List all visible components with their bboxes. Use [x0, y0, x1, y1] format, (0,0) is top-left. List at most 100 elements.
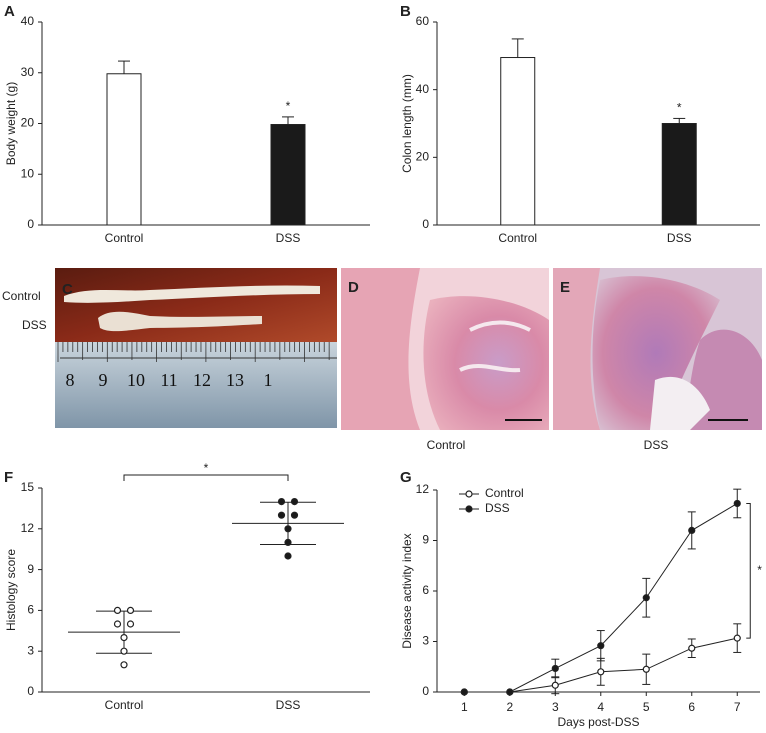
bar — [500, 57, 536, 226]
point — [126, 606, 135, 615]
y-tick-label: 0 — [422, 217, 429, 231]
panel-label: E — [560, 279, 570, 296]
photo-d — [341, 268, 549, 430]
marker — [551, 664, 559, 673]
point — [284, 525, 292, 533]
x-tick-label: 7 — [734, 700, 741, 714]
x-tick-label: Control — [105, 698, 144, 712]
legend-marker — [465, 490, 473, 498]
x-tick-label: Control — [105, 231, 144, 245]
row-label: DSS — [22, 318, 47, 332]
y-tick-label: 15 — [21, 480, 35, 494]
y-tick-label: 3 — [422, 634, 429, 648]
y-tick-label: 12 — [416, 482, 430, 496]
panel-label: A — [4, 3, 15, 20]
y-tick-label: 0 — [27, 217, 34, 231]
y-tick-label: 0 — [27, 684, 34, 698]
x-tick-label: 4 — [597, 700, 604, 714]
point — [284, 538, 292, 547]
point — [290, 511, 299, 519]
bar — [661, 123, 697, 226]
y-tick-label: 12 — [21, 521, 35, 535]
ruler-number: 13 — [226, 370, 244, 390]
y-tick-label: 3 — [27, 643, 34, 657]
x-tick-label: Control — [498, 231, 537, 245]
marker — [733, 499, 741, 508]
y-tick-label: 6 — [422, 583, 429, 597]
marker — [597, 642, 605, 650]
y-tick-label: 0 — [422, 684, 429, 698]
panel-label: D — [348, 279, 359, 296]
photo-c — [55, 268, 337, 428]
y-tick-label: 9 — [422, 533, 429, 547]
y-tick-label: 9 — [27, 562, 34, 576]
marker — [642, 594, 650, 602]
marker — [597, 668, 605, 676]
image-caption: Control — [427, 438, 466, 452]
significance-bracket — [746, 502, 751, 639]
y-tick-label: 20 — [416, 150, 430, 164]
point — [113, 620, 122, 628]
marker — [551, 681, 559, 689]
ruler-number: 11 — [160, 370, 177, 390]
photo-e — [553, 268, 762, 430]
x-tick-label: 3 — [552, 700, 559, 714]
marker — [642, 665, 650, 673]
point — [284, 552, 292, 560]
x-tick-label: 2 — [506, 700, 513, 714]
legend-label: Control — [485, 486, 524, 500]
significance: * — [204, 461, 209, 475]
legend-marker — [465, 505, 473, 513]
x-axis-label: Days post-DSS — [557, 715, 639, 729]
y-axis-label: Histology score — [4, 549, 18, 631]
panel-label: G — [400, 469, 412, 486]
significance: * — [286, 99, 291, 113]
x-tick-label: 5 — [643, 700, 650, 714]
y-tick-label: 6 — [27, 603, 34, 617]
y-tick-label: 40 — [21, 14, 35, 28]
ruler-number: 1 — [264, 370, 273, 390]
bar — [106, 73, 142, 226]
panel-label: F — [4, 469, 13, 486]
y-tick-label: 10 — [21, 166, 35, 180]
ruler-number: 10 — [127, 370, 145, 390]
marker — [460, 688, 468, 696]
bar — [270, 124, 306, 226]
point — [277, 498, 286, 506]
point — [113, 606, 122, 615]
panel-label: B — [400, 3, 411, 20]
point — [120, 661, 128, 669]
x-tick-label: 6 — [688, 700, 695, 714]
legend-label: DSS — [485, 501, 510, 515]
x-tick-label: DSS — [276, 231, 301, 245]
y-tick-label: 60 — [416, 14, 430, 28]
row-label: Control — [2, 289, 41, 303]
y-axis-label: Colon length (mm) — [400, 74, 414, 173]
significance: * — [677, 101, 682, 115]
panel-label: C — [62, 281, 73, 298]
x-tick-label: DSS — [276, 698, 301, 712]
marker — [688, 526, 696, 535]
marker — [688, 644, 696, 652]
image-caption: DSS — [644, 438, 669, 452]
ruler-number: 8 — [66, 370, 75, 390]
point — [120, 647, 128, 655]
significance: * — [757, 563, 762, 577]
y-tick-label: 30 — [21, 65, 35, 79]
y-tick-label: 20 — [21, 116, 35, 130]
x-tick-label: DSS — [667, 231, 692, 245]
y-axis-label: Disease activity index — [400, 533, 414, 648]
ruler-number: 9 — [99, 370, 108, 390]
y-tick-label: 40 — [416, 82, 430, 96]
marker — [733, 634, 741, 642]
marker — [506, 688, 514, 696]
point — [277, 511, 286, 519]
significance-bracket — [123, 474, 289, 481]
point — [290, 498, 299, 506]
y-axis-label: Body weight (g) — [4, 82, 18, 165]
point — [126, 620, 135, 628]
x-tick-label: 1 — [461, 700, 468, 714]
ruler-number: 12 — [193, 370, 211, 390]
point — [120, 633, 128, 642]
